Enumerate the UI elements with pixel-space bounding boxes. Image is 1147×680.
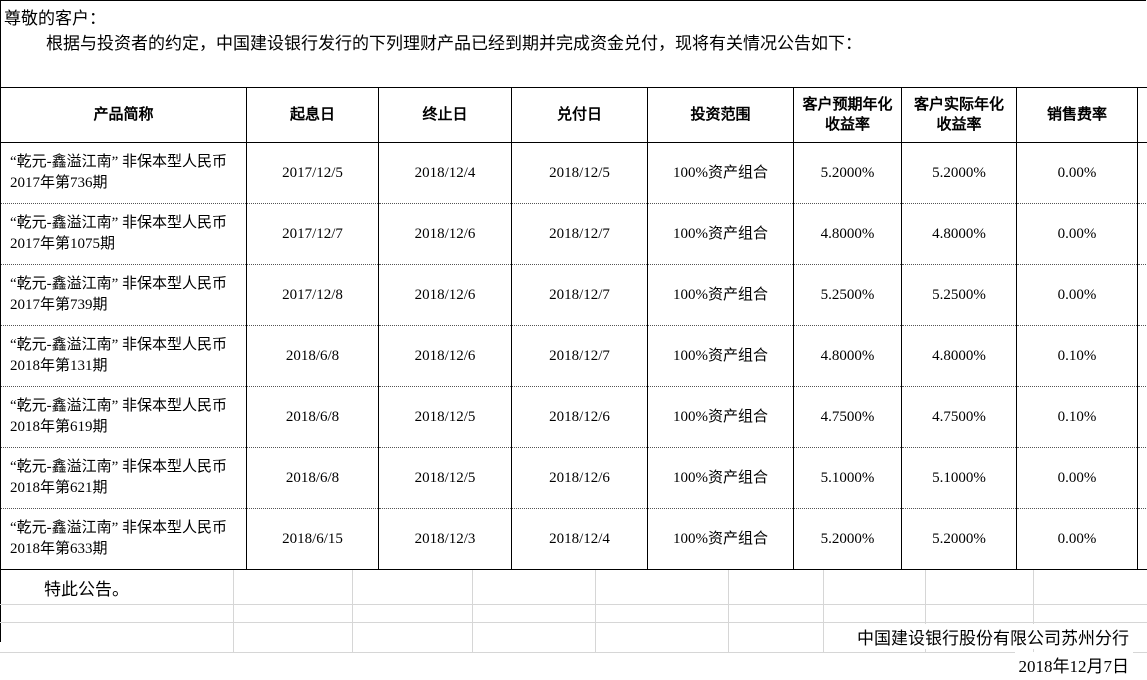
table-cell: 2018/12/5 <box>379 448 512 509</box>
table-cell: 100%资产组合 <box>648 326 794 387</box>
product-name-cell: “乾元-鑫溢江南” 非保本型人民币2018年第633期 <box>1 509 247 570</box>
table-cell: 2017/12/7 <box>247 204 379 265</box>
column-header: 销售费率 <box>1017 88 1138 143</box>
product-name-cell: “乾元-鑫溢江南” 非保本型人民币2017年第1075期 <box>1 204 247 265</box>
table-cell: 5.2000% <box>902 143 1017 204</box>
column-header: 投资范围 <box>648 88 794 143</box>
table-cell: 4.7500% <box>794 387 902 448</box>
table-cell: 2018/12/6 <box>379 326 512 387</box>
table-cell: 0.10% <box>1017 387 1138 448</box>
faint-gridline-horizontal <box>0 604 1147 605</box>
table-cell: 100%资产组合 <box>648 143 794 204</box>
table-cell: 2017/12/5 <box>247 143 379 204</box>
table-cell: 5.2500% <box>902 265 1017 326</box>
table-cell: 2018/12/6 <box>379 204 512 265</box>
table-cell: 0.05% <box>1138 509 1147 570</box>
table-cell: 5.2000% <box>902 509 1017 570</box>
table-cell: 2018/12/6 <box>379 265 512 326</box>
product-name-cell: “乾元-鑫溢江南” 非保本型人民币2017年第739期 <box>1 265 247 326</box>
table-cell: 2018/12/7 <box>512 326 648 387</box>
faint-gridline-vertical <box>472 570 473 652</box>
table-cell: 2017/12/8 <box>247 265 379 326</box>
faint-gridline-horizontal <box>0 652 1147 653</box>
table-cell: 5.2000% <box>794 509 902 570</box>
product-name-cell: “乾元-鑫溢江南” 非保本型人民币2017年第736期 <box>1 143 247 204</box>
column-header: 托管费率 <box>1138 88 1147 143</box>
table-cell: 4.8000% <box>794 326 902 387</box>
table-cell: 0.00% <box>1017 509 1138 570</box>
faint-gridline-vertical <box>823 570 824 652</box>
column-header: 客户预期年化收益率 <box>794 88 902 143</box>
faint-gridline-vertical <box>233 570 234 652</box>
table-cell: 0.05% <box>1138 143 1147 204</box>
table-cell: 4.8000% <box>902 326 1017 387</box>
column-header: 客户实际年化收益率 <box>902 88 1017 143</box>
table-cell: 100%资产组合 <box>648 387 794 448</box>
table-cell: 2018/12/4 <box>512 509 648 570</box>
table-cell: 2018/12/4 <box>379 143 512 204</box>
table-cell: 0.05% <box>1138 448 1147 509</box>
table-cell: 2018/12/3 <box>379 509 512 570</box>
table-cell: 5.2000% <box>794 143 902 204</box>
faint-gridline-vertical <box>352 570 353 652</box>
announcement-page: 尊敬的客户： 根据与投资者的约定，中国建设银行发行的下列理财产品已经到期并完成资… <box>0 0 1146 642</box>
table-cell: 5.1000% <box>794 448 902 509</box>
table-cell: 4.8000% <box>902 204 1017 265</box>
table-cell: 0.05% <box>1138 387 1147 448</box>
column-header: 起息日 <box>247 88 379 143</box>
column-header: 产品简称 <box>1 88 247 143</box>
table-cell: 2018/6/8 <box>247 387 379 448</box>
table-cell: 2018/12/6 <box>512 387 648 448</box>
products-table: 产品简称起息日终止日兑付日投资范围客户预期年化收益率客户实际年化收益率销售费率托… <box>0 87 1147 570</box>
table-cell: 0.05% <box>1138 204 1147 265</box>
table-cell: 0.10% <box>1017 326 1138 387</box>
table-cell: 5.2500% <box>794 265 902 326</box>
table-cell: 100%资产组合 <box>648 204 794 265</box>
table-cell: 2018/12/6 <box>512 448 648 509</box>
issue-date: 2018年12月7日 <box>1015 652 1134 677</box>
product-name-cell: “乾元-鑫溢江南” 非保本型人民币2018年第619期 <box>1 387 247 448</box>
issuer-name: 中国建设银行股份有限公司苏州分行 <box>853 624 1133 649</box>
table-cell: 0.00% <box>1017 143 1138 204</box>
column-header: 终止日 <box>379 88 512 143</box>
table-cell: 2018/12/5 <box>379 387 512 448</box>
table-cell: 2018/6/15 <box>247 509 379 570</box>
table-cell: 100%资产组合 <box>648 265 794 326</box>
column-header: 兑付日 <box>512 88 648 143</box>
table-cell: 2018/12/7 <box>512 265 648 326</box>
table-cell: 4.8000% <box>794 204 902 265</box>
table-cell: 0.00% <box>1017 448 1138 509</box>
table-cell: 0.00% <box>1017 265 1138 326</box>
table-cell: 0.05% <box>1138 326 1147 387</box>
table-cell: 4.7500% <box>902 387 1017 448</box>
table-cell: 2018/6/8 <box>247 448 379 509</box>
table-cell: 100%资产组合 <box>648 448 794 509</box>
closing-text: 特此公告。 <box>40 575 133 600</box>
intro-text: 根据与投资者的约定，中国建设银行发行的下列理财产品已经到期并完成资金兑付，现将有… <box>1 31 1146 56</box>
product-name-cell: “乾元-鑫溢江南” 非保本型人民币2018年第131期 <box>1 326 247 387</box>
salutation: 尊敬的客户： <box>1 1 1146 31</box>
faint-gridline-vertical <box>728 570 729 652</box>
table-cell: 0.00% <box>1017 204 1138 265</box>
footer-area: 特此公告。 中国建设银行股份有限公司苏州分行 2018年12月7日 <box>0 570 1147 680</box>
faint-gridline-vertical <box>595 570 596 652</box>
faint-gridline-horizontal <box>0 622 1147 623</box>
header-row: 产品简称起息日终止日兑付日投资范围客户预期年化收益率客户实际年化收益率销售费率托… <box>1 88 1147 143</box>
table-cell: 100%资产组合 <box>648 509 794 570</box>
table-header: 产品简称起息日终止日兑付日投资范围客户预期年化收益率客户实际年化收益率销售费率托… <box>1 88 1147 143</box>
table-cell: 2018/12/7 <box>512 204 648 265</box>
table-cell: 0.05% <box>1138 265 1147 326</box>
table-cell: 2018/6/8 <box>247 326 379 387</box>
table-cell: 5.1000% <box>902 448 1017 509</box>
table-cell: 2018/12/5 <box>512 143 648 204</box>
product-name-cell: “乾元-鑫溢江南” 非保本型人民币2018年第621期 <box>1 448 247 509</box>
